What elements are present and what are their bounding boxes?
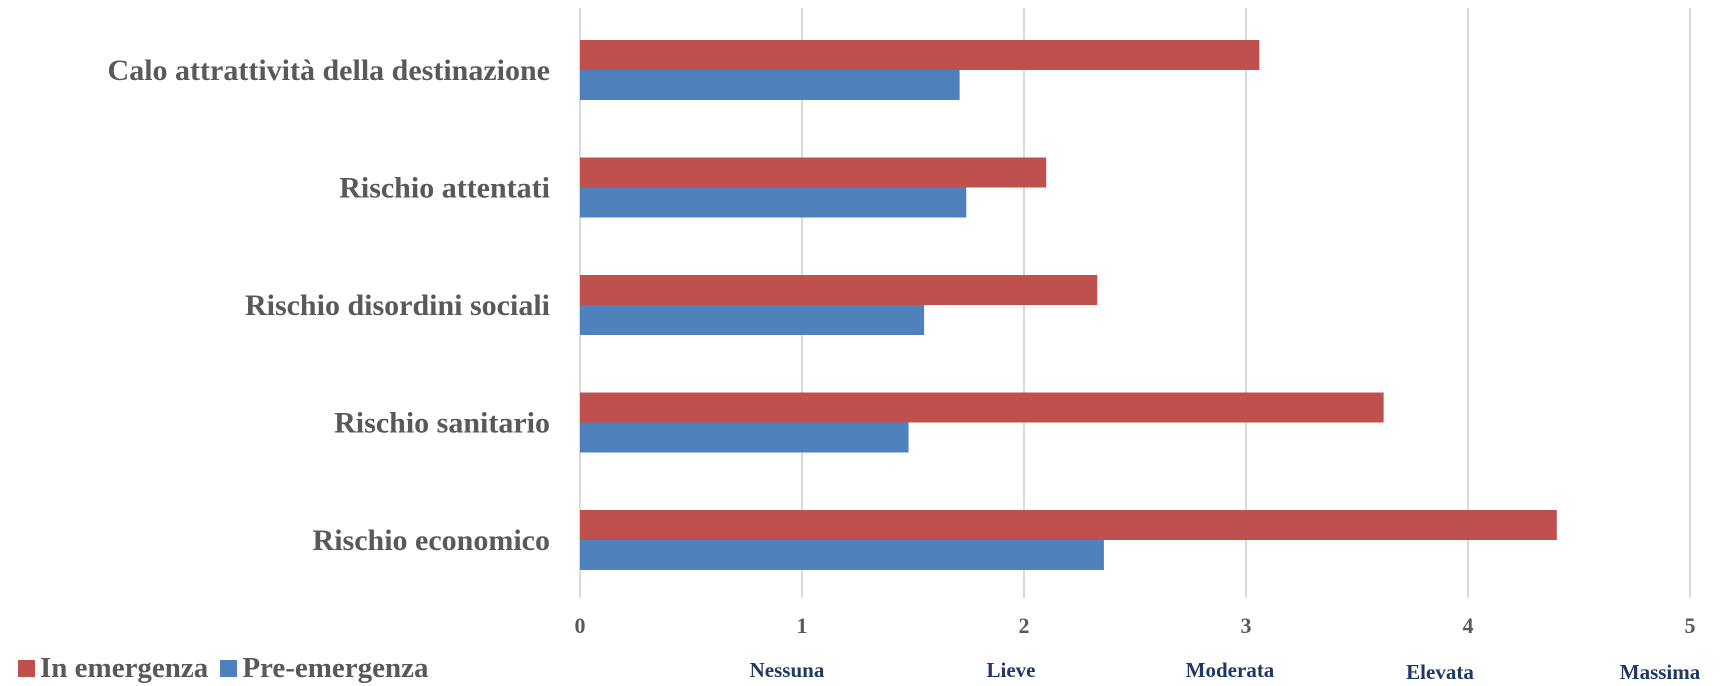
category-label-rischio-sanitario: Rischio sanitario [334,407,550,440]
scale-label-massima: Massima [1620,660,1701,684]
x-tick-label-5: 5 [1685,613,1696,638]
category-label-rischio-attentati: Rischio attentati [339,172,550,205]
bar-in-emergenza-calo-attrattivita-della-destinazione [580,40,1260,70]
x-axis-tick-labels: 0 1 2 3 4 5 [575,613,1696,638]
bar-pre-emergenza-rischio-sanitario [580,422,909,453]
bar-in-emergenza-rischio-disordini-sociali [580,275,1098,305]
legend: In emergenza Pre-emergenza [18,652,441,685]
category-label-calo-attrattivita-della-destinazione: Calo attrattività della destinazione [108,54,550,87]
bar-pre-emergenza-calo-attrattivita-della-destinazione [580,70,960,100]
bars [580,40,1557,570]
legend-item-in-emergenza: In emergenza [18,652,208,685]
bar-in-emergenza-rischio-economico [580,510,1557,540]
x-tick-label-0: 0 [575,613,586,638]
x-tick-label-1: 1 [797,613,808,638]
bar-pre-emergenza-rischio-economico [580,540,1104,570]
category-labels: Calo attrattività della destinazione Risc… [108,54,550,557]
scale-label-nessuna: Nessuna [750,658,825,682]
bar-in-emergenza-rischio-sanitario [580,392,1384,423]
legend-swatch-in-emergenza [18,660,35,677]
x-tick-label-3: 3 [1241,613,1252,638]
scale-label-elevata: Elevata [1406,660,1474,684]
legend-item-pre-emergenza: Pre-emergenza [220,652,429,685]
scale-label-lieve: Lieve [987,658,1036,682]
x-tick-label-4: 4 [1463,613,1474,638]
legend-swatch-pre-emergenza [220,660,238,677]
scale-labels: Nessuna Lieve Moderata Elevata Massima [750,658,1701,684]
scale-label-moderata: Moderata [1186,658,1275,682]
legend-label-in-emergenza: In emergenza [40,652,209,684]
bar-pre-emergenza-rischio-attentati [580,187,967,218]
category-label-rischio-disordini-sociali: Rischio disordini sociali [245,289,550,322]
legend-label-pre-emergenza: Pre-emergenza [242,652,429,684]
bar-pre-emergenza-rischio-disordini-sociali [580,305,925,335]
x-tick-label-2: 2 [1019,613,1030,638]
bar-in-emergenza-rischio-attentati [580,157,1047,188]
category-label-rischio-economico: Rischio economico [313,524,550,557]
